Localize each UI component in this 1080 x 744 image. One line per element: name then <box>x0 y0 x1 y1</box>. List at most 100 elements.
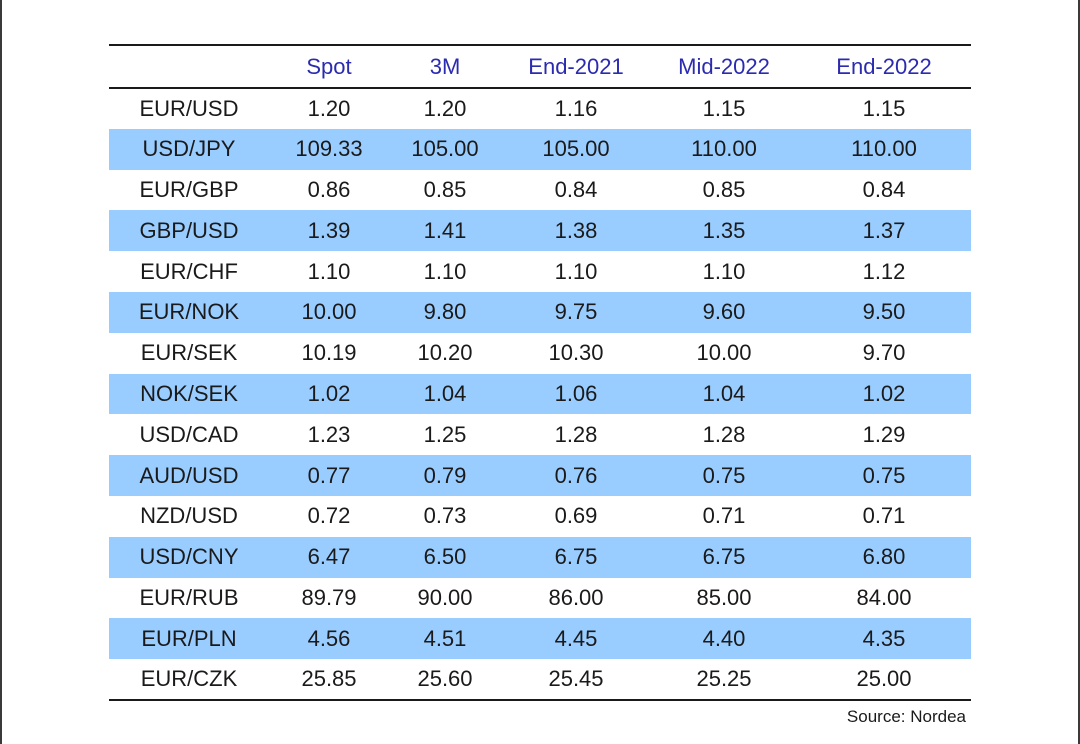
cell-spot: 1.10 <box>307 258 351 284</box>
cell-end-2022: 0.71 <box>862 503 906 529</box>
cell-3m: 0.79 <box>389 455 501 496</box>
table-row: EUR/USD 1.20 1.20 1.16 1.15 1.15 <box>109 88 971 129</box>
cell-spot: 4.56 <box>269 618 389 660</box>
cell-spot: 89.79 <box>301 584 357 610</box>
cell-end-2022: 110.00 <box>797 128 971 170</box>
cell-3m: 1.20 <box>423 95 467 121</box>
cell-3m: 1.25 <box>423 421 467 447</box>
cell-end-2022: 9.50 <box>797 291 971 333</box>
table-row: NZD/USD 0.72 0.73 0.69 0.71 0.71 <box>109 496 971 537</box>
cell-end-2022: 1.15 <box>862 95 906 121</box>
cell-end-2021: 1.06 <box>501 373 651 415</box>
cell-spot: 1.23 <box>307 421 351 447</box>
cell-mid-2022: 110.00 <box>651 128 797 170</box>
cell-pair: NOK/SEK <box>109 373 269 415</box>
cell-mid-2022: 1.10 <box>702 258 746 284</box>
cell-3m: 4.51 <box>389 618 501 660</box>
cell-mid-2022: 1.15 <box>702 95 746 121</box>
cell-mid-2022: 0.75 <box>651 455 797 496</box>
cell-end-2022: 6.80 <box>797 536 971 578</box>
cell-end-2021: 10.30 <box>548 340 604 366</box>
table-row: USD/JPY 109.33 105.00 105.00 110.00 110.00 <box>109 128 971 170</box>
table-row: USD/CAD 1.23 1.25 1.28 1.28 1.29 <box>109 414 971 455</box>
table-row: EUR/RUB 89.79 90.00 86.00 85.00 84.00 <box>109 578 971 619</box>
header-pair <box>109 44 269 89</box>
cell-mid-2022: 1.35 <box>651 210 797 252</box>
header-end-2021: End-2021 <box>501 44 651 89</box>
cell-pair: EUR/RUB <box>139 584 239 610</box>
cell-pair: EUR/CZK <box>109 659 269 701</box>
table-row: EUR/CZK 25.85 25.60 25.45 25.25 25.00 <box>109 659 971 701</box>
cell-mid-2022: 0.71 <box>702 503 746 529</box>
table-body: EUR/USD 1.20 1.20 1.16 1.15 1.15 USD/JPY 109.33… <box>109 88 971 701</box>
table-header-row: Spot 3M End-2021 Mid-2022 End-2022 <box>109 44 971 89</box>
left-border-line <box>0 0 2 744</box>
cell-end-2021: 25.45 <box>501 659 651 701</box>
cell-pair: USD/CNY <box>109 536 269 578</box>
table-row: GBP/USD 1.39 1.41 1.38 1.35 1.37 <box>109 210 971 252</box>
cell-end-2022: 1.12 <box>862 258 906 284</box>
cell-spot: 25.85 <box>269 659 389 701</box>
header-spot: Spot <box>269 44 389 89</box>
table-row: EUR/SEK 10.19 10.20 10.30 10.00 9.70 <box>109 333 971 374</box>
cell-end-2021: 6.75 <box>501 536 651 578</box>
cell-end-2022: 0.84 <box>862 176 906 202</box>
cell-end-2022: 4.35 <box>797 618 971 660</box>
source-note: Source: Nordea <box>846 707 966 726</box>
cell-end-2021: 105.00 <box>501 128 651 170</box>
cell-end-2021: 9.75 <box>501 291 651 333</box>
cell-mid-2022: 1.28 <box>702 421 746 447</box>
cell-pair: EUR/SEK <box>140 340 238 366</box>
cell-end-2021: 4.45 <box>501 618 651 660</box>
cell-mid-2022: 6.75 <box>651 536 797 578</box>
cell-3m: 0.73 <box>423 503 467 529</box>
cell-pair: EUR/NOK <box>109 291 269 333</box>
cell-mid-2022: 1.04 <box>651 373 797 415</box>
cell-mid-2022: 4.40 <box>651 618 797 660</box>
right-border-line <box>1078 0 1080 744</box>
cell-3m: 1.04 <box>389 373 501 415</box>
cell-end-2022: 84.00 <box>856 584 912 610</box>
cell-3m: 9.80 <box>389 291 501 333</box>
cell-3m: 10.20 <box>417 340 473 366</box>
cell-3m: 90.00 <box>417 584 473 610</box>
cell-end-2021: 0.84 <box>554 176 598 202</box>
cell-spot: 6.47 <box>269 536 389 578</box>
cell-3m: 1.10 <box>423 258 467 284</box>
table-row: EUR/PLN 4.56 4.51 4.45 4.40 4.35 <box>109 618 971 660</box>
cell-spot: 0.72 <box>307 503 351 529</box>
header-3m: 3M <box>389 44 501 89</box>
cell-end-2022: 1.29 <box>862 421 906 447</box>
cell-end-2022: 1.37 <box>797 210 971 252</box>
cell-pair: USD/JPY <box>109 128 269 170</box>
cell-mid-2022: 85.00 <box>696 584 752 610</box>
cell-spot: 0.86 <box>307 176 351 202</box>
cell-end-2022: 25.00 <box>797 659 971 701</box>
cell-spot: 1.39 <box>269 210 389 252</box>
cell-end-2021: 1.10 <box>554 258 598 284</box>
cell-end-2021: 1.28 <box>554 421 598 447</box>
cell-end-2021: 0.69 <box>554 503 598 529</box>
cell-end-2021: 1.38 <box>501 210 651 252</box>
cell-pair: EUR/CHF <box>140 258 238 284</box>
cell-3m: 105.00 <box>389 128 501 170</box>
cell-spot: 0.77 <box>269 455 389 496</box>
table-row: AUD/USD 0.77 0.79 0.76 0.75 0.75 <box>109 455 971 496</box>
fx-forecast-table-container: Spot 3M End-2021 Mid-2022 End-2022 EUR/U… <box>109 44 971 701</box>
table-row: EUR/GBP 0.86 0.85 0.84 0.85 0.84 <box>109 170 971 211</box>
table-row: USD/CNY 6.47 6.50 6.75 6.75 6.80 <box>109 536 971 578</box>
cell-end-2022: 0.75 <box>797 455 971 496</box>
cell-pair: EUR/USD <box>139 95 239 121</box>
cell-end-2022: 9.70 <box>862 340 906 366</box>
cell-pair: GBP/USD <box>109 210 269 252</box>
cell-pair: AUD/USD <box>109 455 269 496</box>
cell-pair: USD/CAD <box>139 421 239 447</box>
cell-3m: 6.50 <box>389 536 501 578</box>
cell-spot: 10.00 <box>269 291 389 333</box>
cell-mid-2022: 0.85 <box>702 176 746 202</box>
cell-end-2021: 0.76 <box>501 455 651 496</box>
cell-spot: 10.19 <box>301 340 357 366</box>
header-mid-2022: Mid-2022 <box>651 44 797 89</box>
header-end-2022: End-2022 <box>797 44 971 89</box>
cell-pair: NZD/USD <box>140 503 238 529</box>
